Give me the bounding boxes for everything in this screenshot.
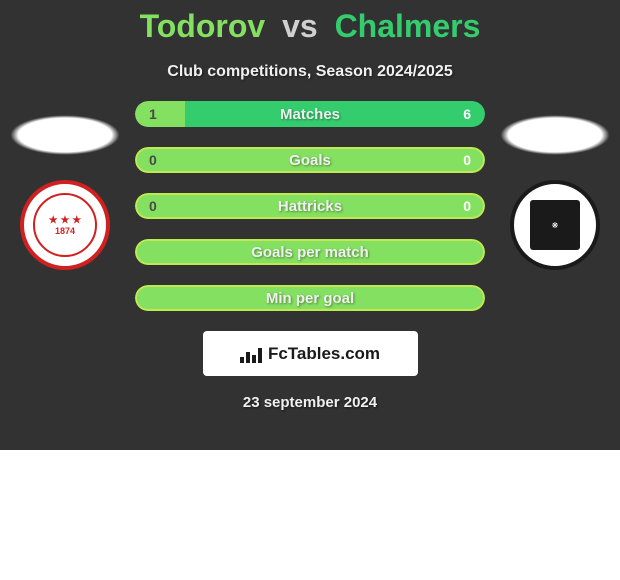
bar-label: Matches [135,106,485,123]
date-text: 23 september 2024 [0,394,620,411]
stat-bar: 00Hattricks [135,193,485,219]
stat-bar: 16Matches [135,101,485,127]
player2-silhouette [500,115,610,155]
club2-crest-inner: ❋ [530,200,580,250]
stat-bar: Min per goal [135,285,485,311]
stat-bars: 16Matches 00Goals 00Hattricks Goals per mat… [135,101,485,311]
club1-stars: ★ ★ ★ [49,215,81,226]
bar-label: Hattricks [135,198,485,215]
bar-label: Min per goal [135,290,485,307]
player2-name: Chalmers [335,8,481,44]
left-player-section: ★ ★ ★ 1874 [0,115,130,270]
stats-card: Todorov vs Chalmers Club competitions, S… [0,0,620,450]
club1-crest: ★ ★ ★ 1874 [20,180,110,270]
player1-silhouette [10,115,120,155]
player1-name: Todorov [140,8,266,44]
club2-crest: ❋ [510,180,600,270]
logo-box: FcTables.com [203,331,418,376]
vs-text: vs [282,8,318,44]
page-title: Todorov vs Chalmers [0,8,620,45]
right-player-section: ❋ [490,115,620,270]
subtitle: Club competitions, Season 2024/2025 [0,63,620,81]
stat-bar: 00Goals [135,147,485,173]
club2-emblem: ❋ [552,221,559,230]
logo-text: FcTables.com [268,344,380,364]
club1-year: 1874 [49,226,81,236]
bar-label: Goals per match [135,244,485,261]
bar-label: Goals [135,152,485,169]
logo-chart-icon [240,345,262,363]
club1-crest-inner: ★ ★ ★ 1874 [49,215,81,236]
stat-bar: Goals per match [135,239,485,265]
